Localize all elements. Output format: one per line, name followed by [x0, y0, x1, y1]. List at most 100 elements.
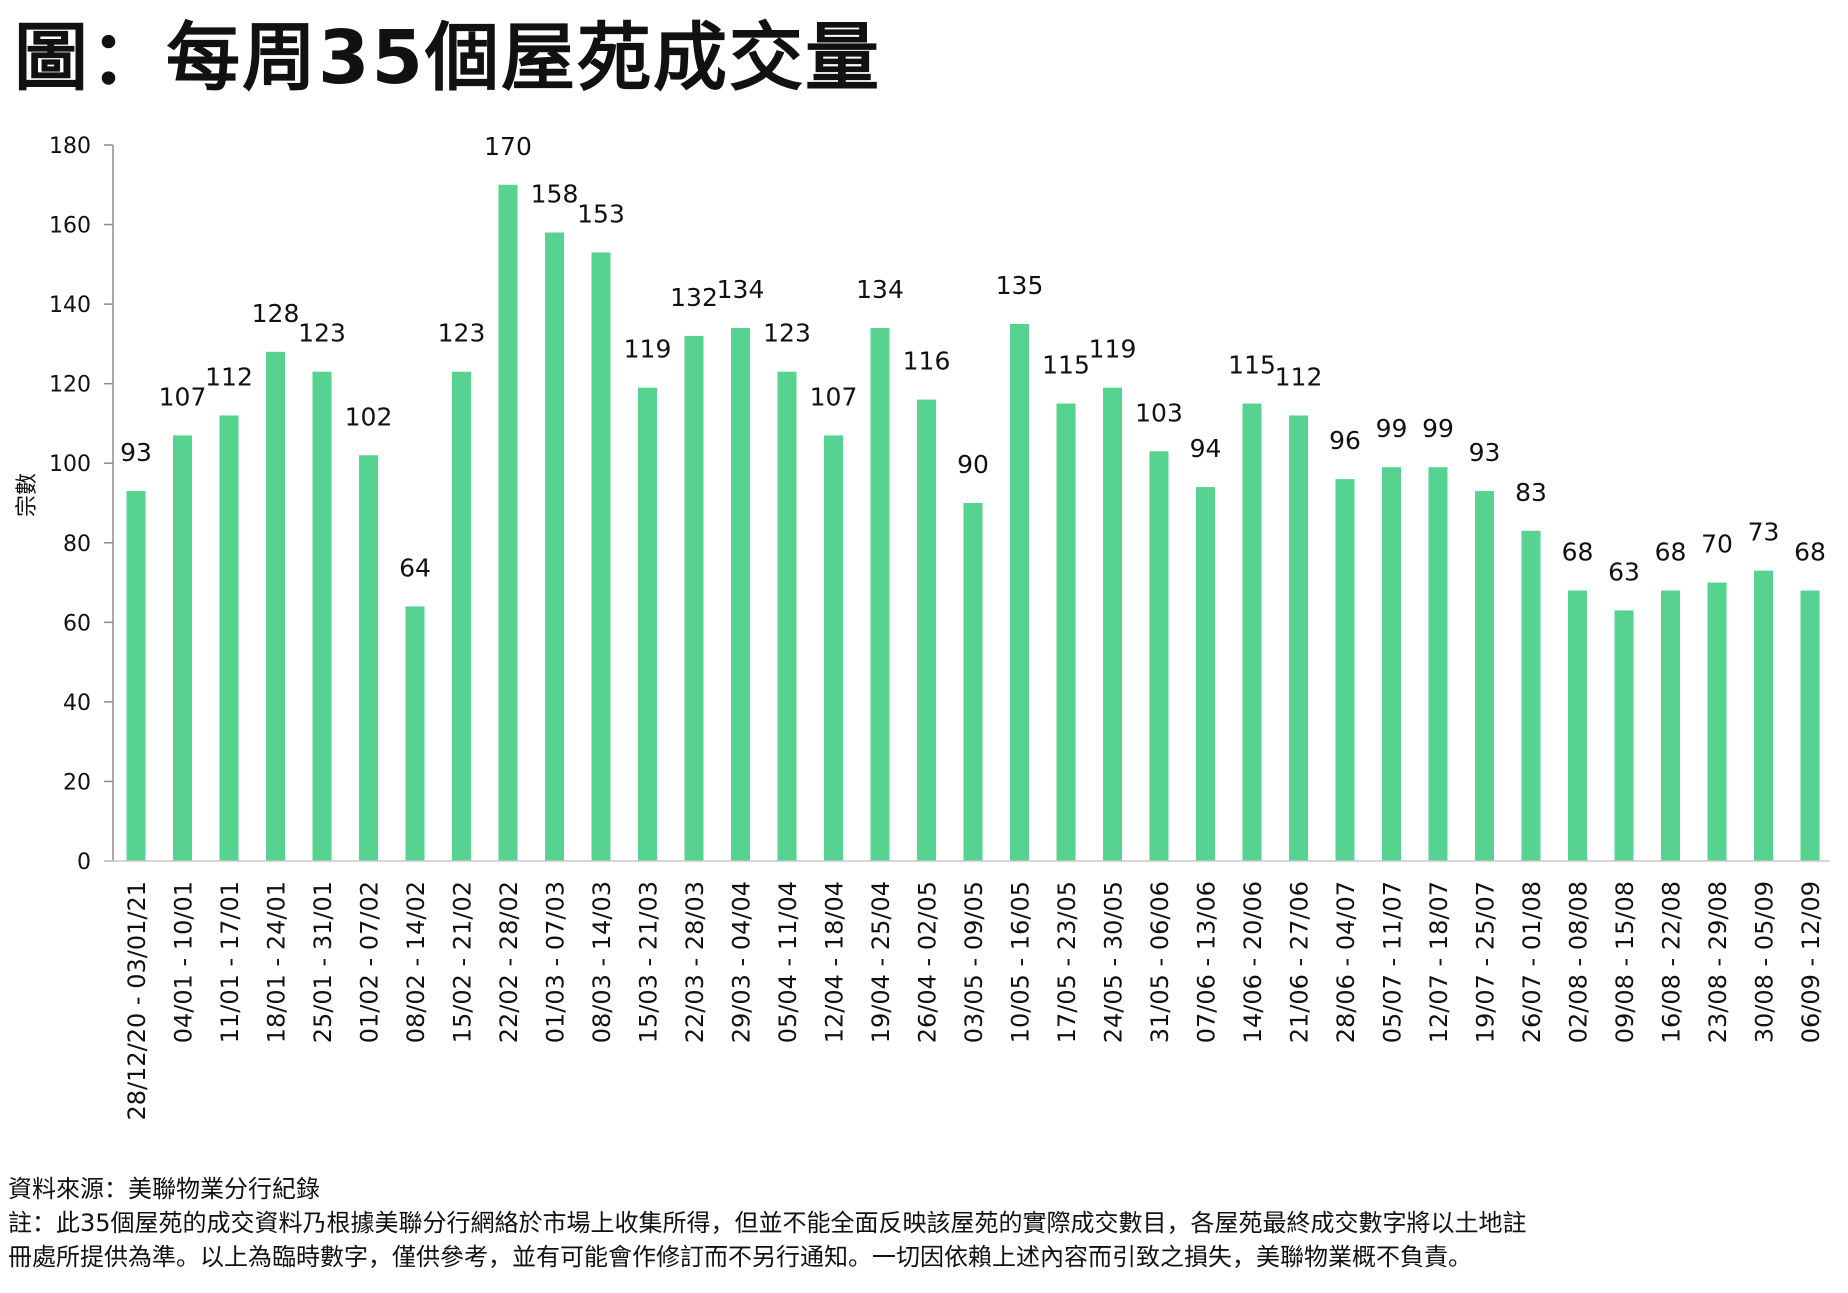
data-label: 123: [763, 319, 811, 348]
x-tick-label: 22/02 - 28/02: [495, 881, 523, 1043]
x-tick-label: 24/05 - 30/05: [1100, 881, 1128, 1043]
y-tick-label: 180: [49, 134, 91, 159]
x-tick-label: 23/08 - 29/08: [1704, 881, 1732, 1043]
data-label: 70: [1701, 530, 1733, 559]
x-tick-label: 01/02 - 07/02: [356, 881, 384, 1043]
bar: [359, 455, 378, 861]
data-label: 123: [438, 319, 486, 348]
x-tick-label: 05/04 - 11/04: [774, 881, 802, 1043]
bar: [452, 371, 471, 861]
bar: [1568, 590, 1587, 861]
data-label: 115: [1042, 351, 1090, 380]
bar: [1289, 415, 1308, 861]
bar: [1056, 403, 1076, 861]
x-tick-label: 31/05 - 06/06: [1146, 881, 1174, 1043]
x-tick-label: 21/06 - 27/06: [1286, 881, 1314, 1043]
bar: [731, 327, 750, 861]
bar: [405, 606, 425, 861]
chart-title: 圖：每周35個屋苑成交量: [14, 15, 881, 101]
y-tick-label: 120: [49, 373, 91, 398]
data-label: 107: [159, 382, 207, 411]
data-label: 112: [205, 362, 253, 391]
bar: [126, 491, 146, 861]
data-label: 153: [577, 199, 625, 228]
x-tick-label: 08/02 - 14/02: [402, 881, 430, 1043]
x-tick-label: 15/02 - 21/02: [449, 881, 477, 1043]
data-label: 94: [1190, 434, 1222, 463]
y-tick-label: 40: [63, 691, 91, 716]
x-tick-label: 04/01 - 10/01: [170, 881, 198, 1043]
data-label: 90: [957, 450, 989, 479]
data-label: 96: [1329, 426, 1361, 455]
bar: [219, 415, 239, 861]
bar: [1149, 451, 1169, 861]
bar: [545, 232, 564, 861]
data-label: 93: [1469, 438, 1501, 467]
data-label: 73: [1748, 518, 1780, 547]
bar: [591, 252, 611, 861]
data-label: 123: [298, 319, 346, 348]
bar: [1475, 491, 1494, 861]
x-tick-label: 05/07 - 11/07: [1379, 881, 1407, 1043]
data-label: 119: [1089, 335, 1137, 364]
y-axis-label: 宗數: [15, 473, 40, 517]
data-label: 103: [1135, 398, 1183, 427]
bar: [1382, 467, 1401, 861]
x-tick-label: 18/01 - 24/01: [263, 881, 291, 1043]
footnote-line-2: 冊處所提供為準。以上為臨時數字，僅供參考，並有可能會作修訂而不另行通知。一切因依…: [8, 1243, 1472, 1271]
data-label: 68: [1655, 538, 1687, 567]
data-label: 135: [996, 271, 1044, 300]
y-tick-label: 160: [49, 214, 91, 239]
x-tick-label: 22/03 - 28/03: [681, 881, 709, 1043]
data-label: 134: [856, 275, 904, 304]
bars: [126, 184, 1820, 861]
data-label: 63: [1608, 557, 1640, 586]
y-tick-label: 140: [49, 293, 91, 318]
bar: [1754, 570, 1773, 861]
y-tick-label: 0: [77, 850, 91, 875]
data-label: 128: [252, 299, 300, 328]
bar: [870, 327, 890, 861]
x-tick-label: 09/08 - 15/08: [1611, 881, 1639, 1043]
x-tick-label: 28/06 - 04/07: [1332, 881, 1360, 1043]
x-tick-label: 10/05 - 16/05: [1007, 881, 1035, 1043]
bar: [173, 435, 192, 861]
footnote-line-1: 註：此35個屋苑的成交資料乃根據美聯分行網絡於市場上收集所得，但並不能全面反映該…: [8, 1209, 1527, 1237]
x-tick-label: 11/01 - 17/01: [216, 881, 244, 1043]
x-tick-label: 17/05 - 23/05: [1053, 881, 1081, 1043]
y-tick-label: 60: [63, 611, 91, 636]
x-tick-label: 19/04 - 25/04: [867, 881, 895, 1043]
data-label: 64: [399, 553, 431, 582]
data-label: 107: [810, 382, 858, 411]
bar: [1614, 610, 1634, 861]
bar: [312, 371, 332, 861]
bar: [498, 184, 518, 861]
bar: [638, 387, 657, 861]
bar: [1242, 403, 1262, 861]
data-label: 99: [1422, 414, 1454, 443]
x-tick-label: 30/08 - 05/09: [1751, 881, 1779, 1043]
x-tick-label: 26/04 - 02/05: [914, 881, 942, 1043]
data-label: 99: [1376, 414, 1408, 443]
data-label: 68: [1794, 538, 1826, 567]
x-tick-label: 03/05 - 09/05: [960, 881, 988, 1043]
y-tick-label: 20: [63, 770, 91, 795]
x-tick-label: 19/07 - 25/07: [1472, 881, 1500, 1043]
bar: [824, 435, 843, 861]
y-tick-label: 100: [49, 452, 91, 477]
data-source: 資料來源：美聯物業分行紀錄: [8, 1175, 320, 1203]
bar: [1661, 590, 1680, 861]
x-tick-label: 08/03 - 14/03: [588, 881, 616, 1043]
bar: [1800, 590, 1820, 861]
bar: [963, 503, 983, 861]
data-label: 134: [717, 275, 765, 304]
data-label: 93: [120, 438, 152, 467]
bar: [1010, 324, 1029, 861]
x-tick-label: 02/08 - 08/08: [1565, 881, 1593, 1043]
data-label: 68: [1562, 538, 1594, 567]
bar: [266, 351, 285, 861]
x-tick-label: 01/03 - 07/03: [542, 881, 570, 1043]
data-labels: 9310711212812310264123170158153119132134…: [120, 132, 1826, 587]
bar: [1428, 467, 1448, 861]
